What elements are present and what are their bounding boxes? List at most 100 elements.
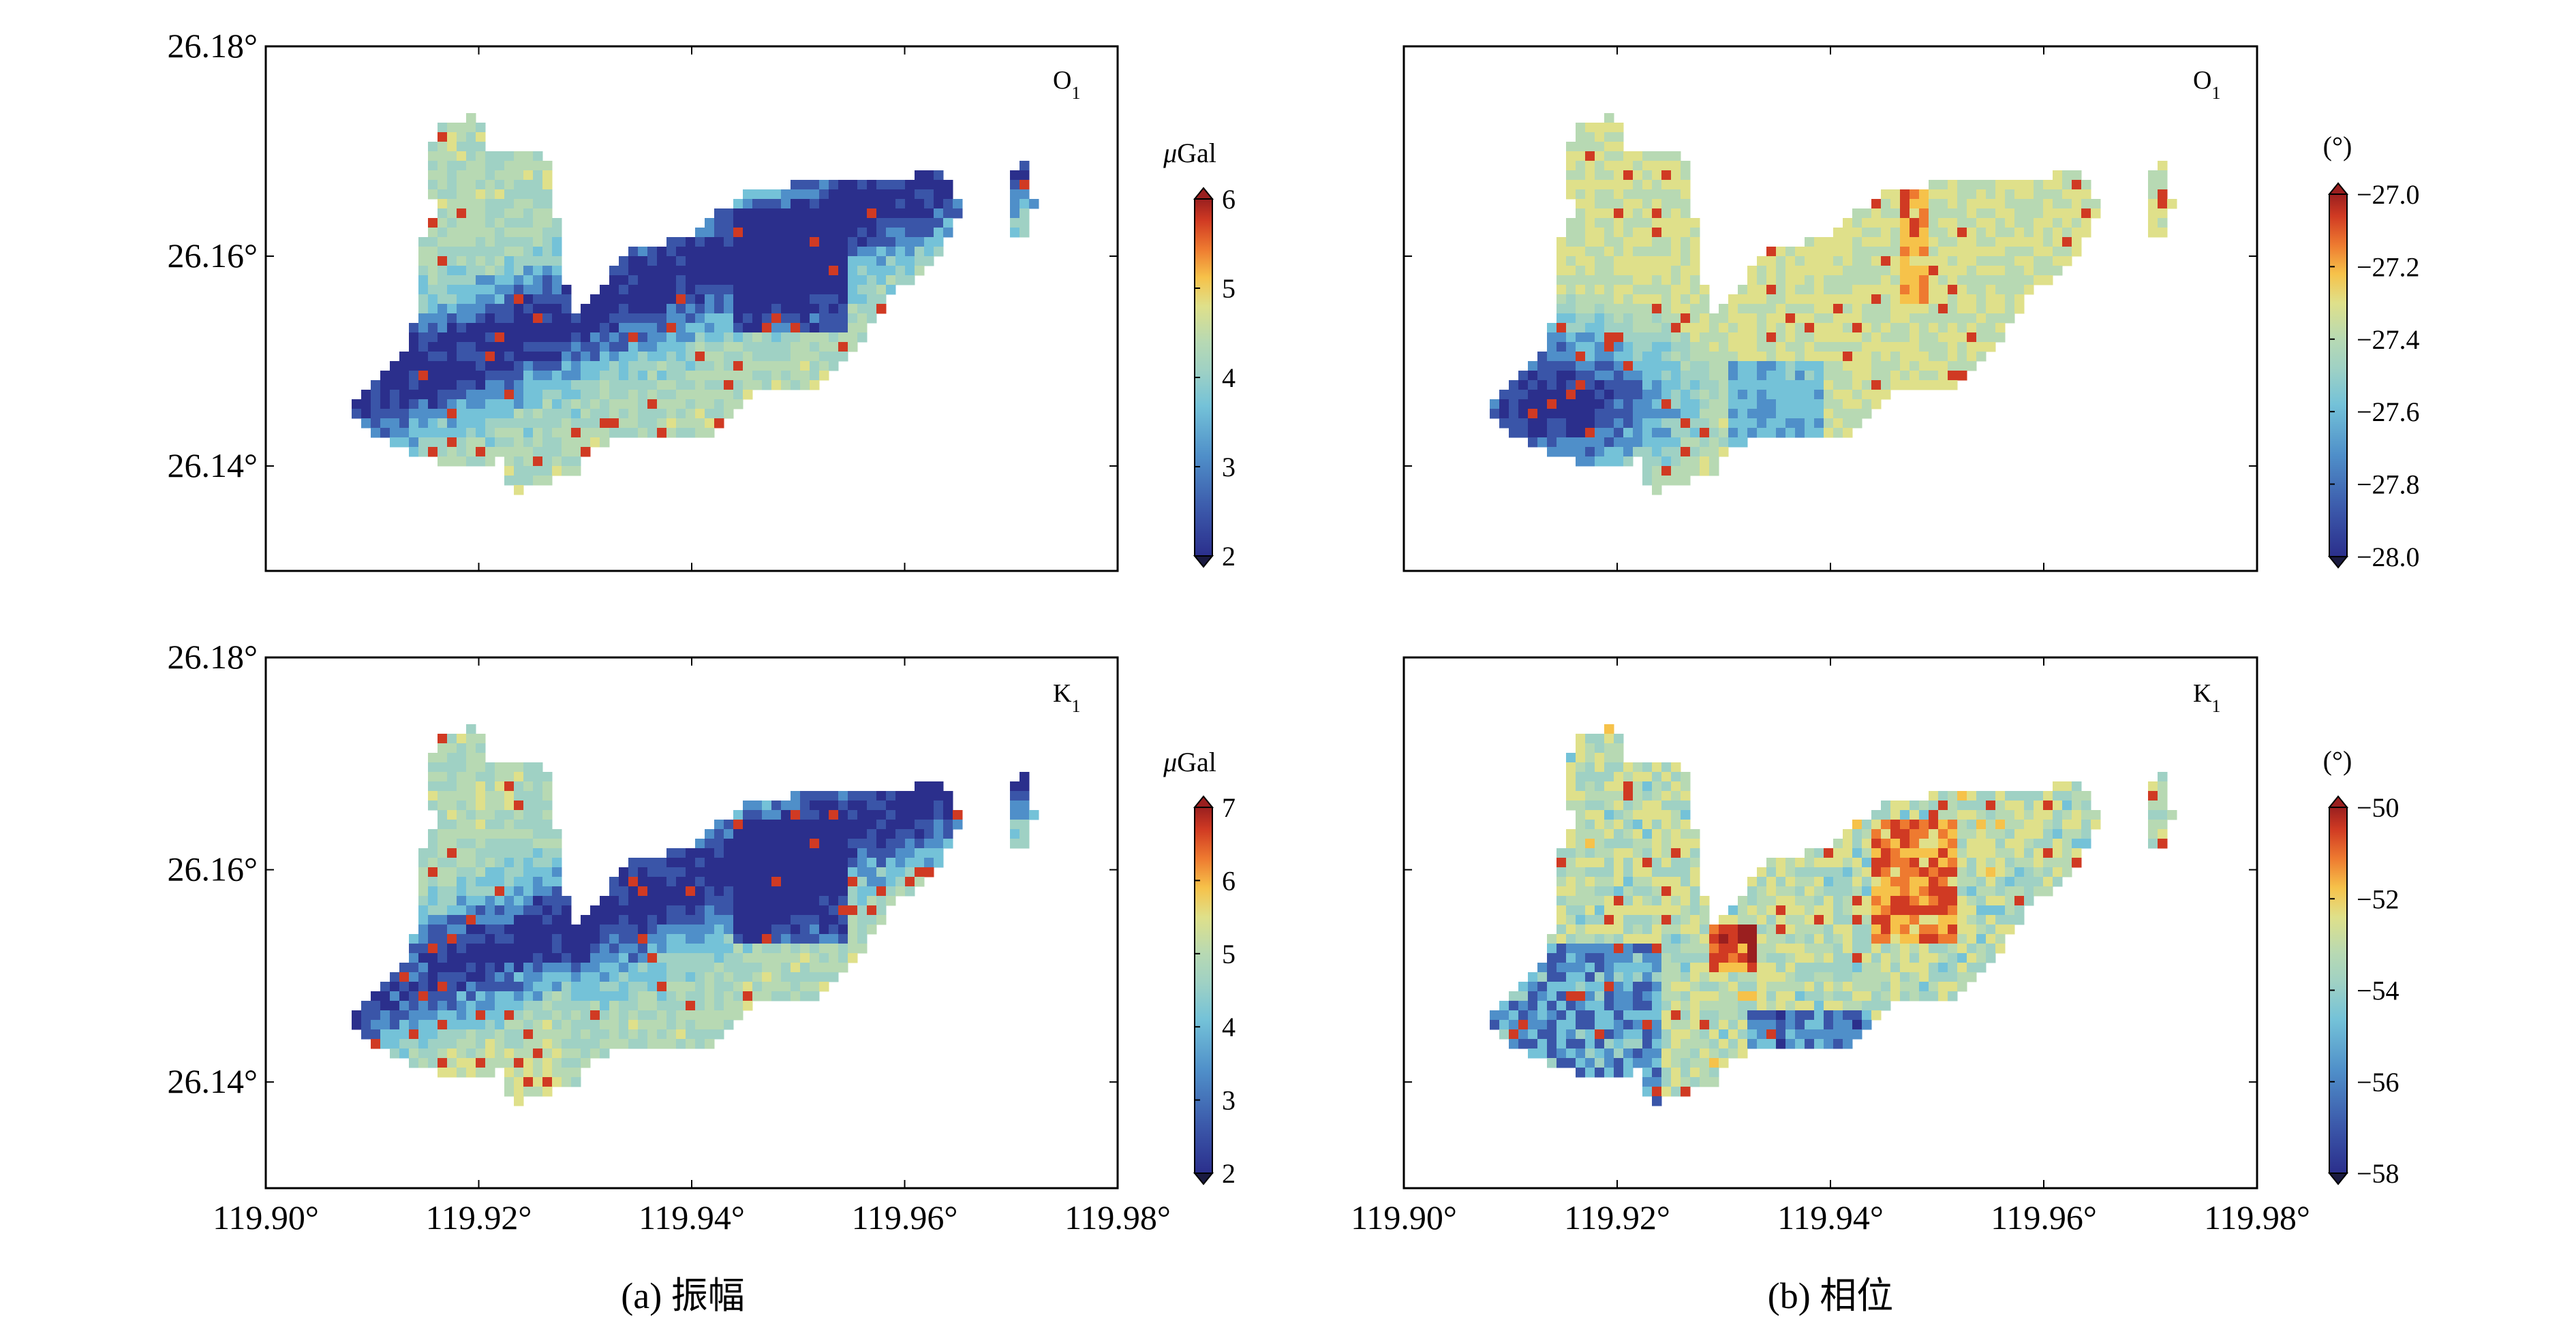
map-cell bbox=[438, 1068, 448, 1078]
map-cell bbox=[1642, 820, 1653, 830]
map-cell bbox=[466, 199, 476, 209]
map-cell bbox=[714, 237, 724, 247]
map-cell bbox=[428, 896, 438, 906]
map-cell bbox=[361, 1001, 371, 1011]
map-cell bbox=[1805, 858, 1815, 868]
map-cell bbox=[562, 371, 572, 381]
map-cell bbox=[2005, 189, 2015, 200]
map-cell bbox=[2062, 848, 2072, 858]
map-cell bbox=[466, 1020, 476, 1030]
map-cell bbox=[609, 1020, 619, 1030]
map-cell bbox=[409, 953, 419, 963]
map-cell bbox=[1614, 886, 1624, 897]
map-cell bbox=[762, 963, 772, 973]
map-cell bbox=[905, 886, 915, 897]
map-cell bbox=[1757, 409, 1767, 419]
map-cell bbox=[418, 447, 429, 457]
map-cell bbox=[1976, 848, 1987, 858]
map-cell bbox=[724, 982, 734, 992]
map-cell bbox=[533, 896, 543, 906]
map-cell bbox=[1967, 944, 1977, 954]
map-cell bbox=[1814, 409, 1824, 419]
map-cell bbox=[1623, 275, 1634, 285]
map-cell bbox=[552, 456, 562, 467]
map-cell bbox=[810, 896, 820, 906]
map-cell bbox=[2005, 247, 2015, 257]
map-cell bbox=[2014, 228, 2025, 238]
map-cell bbox=[1776, 285, 1786, 295]
map-cell bbox=[533, 247, 543, 257]
map-cell bbox=[2014, 915, 2025, 925]
map-cell bbox=[581, 953, 591, 963]
map-cell bbox=[724, 323, 734, 333]
map-cell bbox=[581, 982, 591, 992]
map-cell bbox=[552, 1058, 562, 1068]
map-cell bbox=[800, 361, 810, 371]
map-cell bbox=[1967, 342, 1977, 352]
map-cell bbox=[1604, 123, 1614, 133]
colorbar-tick-label: −27.6 bbox=[2357, 397, 2420, 427]
map-cell bbox=[810, 208, 820, 219]
map-cell bbox=[600, 1029, 610, 1040]
map-cell bbox=[638, 905, 648, 916]
map-cell bbox=[600, 323, 610, 333]
map-cell bbox=[1910, 915, 1920, 925]
map-cell bbox=[495, 199, 505, 209]
map-cell bbox=[733, 944, 743, 954]
map-cell bbox=[1681, 858, 1691, 868]
map-cell bbox=[2072, 791, 2082, 801]
map-cell bbox=[1681, 896, 1691, 906]
map-cell bbox=[552, 982, 562, 992]
map-cell bbox=[1785, 944, 1796, 954]
map-cell bbox=[514, 1068, 524, 1078]
map-cell bbox=[1671, 361, 1681, 371]
map-cell bbox=[1843, 313, 1853, 324]
map-cell bbox=[571, 352, 581, 362]
map-cell bbox=[533, 801, 543, 811]
map-cell bbox=[714, 944, 724, 954]
map-cell bbox=[1585, 294, 1595, 305]
map-cell bbox=[1642, 972, 1653, 982]
map-cell bbox=[590, 428, 600, 438]
map-cell bbox=[1852, 896, 1862, 906]
map-cell bbox=[800, 886, 810, 897]
map-cell bbox=[1537, 352, 1548, 362]
map-cell bbox=[628, 886, 639, 897]
map-cell bbox=[848, 256, 858, 266]
map-cell bbox=[676, 237, 686, 247]
map-cell bbox=[1852, 371, 1862, 381]
map-cell bbox=[867, 285, 877, 295]
map-cell bbox=[1681, 256, 1691, 266]
map-cell bbox=[695, 237, 705, 247]
map-cell bbox=[743, 820, 753, 830]
map-cell bbox=[1709, 390, 1719, 400]
map-cell bbox=[1623, 170, 1634, 181]
map-cell bbox=[1604, 848, 1614, 858]
y-tick-label: 26.14° bbox=[168, 1062, 258, 1100]
map-cell bbox=[428, 905, 438, 916]
map-cell bbox=[523, 237, 534, 247]
map-cell bbox=[1843, 371, 1853, 381]
map-cell bbox=[447, 189, 457, 200]
map-cell bbox=[390, 390, 400, 400]
map-cell bbox=[495, 905, 505, 916]
map-cell bbox=[523, 820, 534, 830]
map-cell bbox=[1738, 944, 1748, 954]
map-cell bbox=[447, 142, 457, 152]
map-cell bbox=[1843, 896, 1853, 906]
map-cell bbox=[476, 371, 486, 381]
map-cell bbox=[886, 858, 896, 868]
map-cell bbox=[457, 456, 467, 467]
map-cell bbox=[1633, 886, 1643, 897]
map-cell bbox=[1642, 275, 1653, 285]
map-cell bbox=[533, 972, 543, 982]
map-cell bbox=[695, 399, 705, 409]
map-cell bbox=[876, 247, 887, 257]
map-cell bbox=[848, 189, 858, 200]
map-cell bbox=[1604, 332, 1614, 343]
map-cell bbox=[428, 858, 438, 868]
map-cell bbox=[647, 390, 658, 400]
map-cell bbox=[1633, 810, 1643, 820]
map-cell bbox=[666, 896, 677, 906]
